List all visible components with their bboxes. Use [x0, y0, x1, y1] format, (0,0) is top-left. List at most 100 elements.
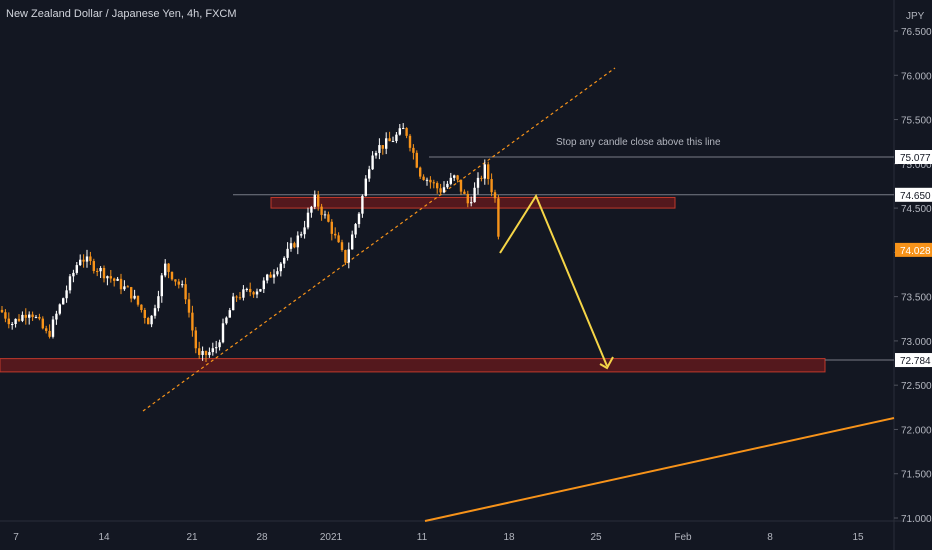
candle: [113, 278, 116, 281]
candle: [388, 138, 391, 142]
candle: [167, 263, 170, 272]
candle: [242, 289, 245, 298]
y-tick-label: 72.500: [901, 381, 932, 392]
candle: [92, 261, 95, 272]
candle: [65, 290, 68, 299]
candle: [116, 278, 119, 281]
candle: [184, 284, 187, 300]
candle: [374, 152, 378, 156]
x-tick-label: 8: [767, 532, 773, 543]
x-tick-label: 14: [98, 532, 110, 543]
x-tick-label: Feb: [674, 532, 692, 543]
candle: [211, 348, 214, 353]
candle: [102, 267, 106, 279]
candle: [334, 233, 337, 236]
candle: [136, 295, 140, 305]
x-tick-label: 2021: [320, 532, 343, 543]
candle: [344, 250, 347, 263]
price-tag-label: 74.028: [900, 246, 931, 257]
candle: [62, 298, 65, 305]
candle: [266, 274, 269, 281]
candle: [160, 275, 163, 297]
candle: [21, 314, 24, 321]
candle: [126, 286, 129, 288]
candle: [385, 138, 388, 149]
projection-arrow[interactable]: [499, 193, 608, 367]
candle: [303, 227, 306, 235]
candle: [218, 342, 221, 348]
candle: [85, 256, 89, 262]
candle: [487, 164, 490, 180]
candle: [456, 175, 459, 180]
candle: [466, 193, 469, 204]
candle: [351, 234, 354, 250]
candle: [106, 276, 109, 279]
candle: [408, 135, 412, 148]
candle: [164, 263, 167, 276]
candle: [300, 234, 303, 236]
x-tick-label: 21: [186, 532, 198, 543]
x-tick-label: 7: [13, 532, 19, 543]
y-tick-label: 72.000: [901, 425, 932, 436]
candle: [476, 177, 480, 188]
candle: [7, 318, 10, 325]
candle: [453, 175, 456, 178]
long-trendline[interactable]: [424, 417, 895, 522]
candle: [405, 128, 408, 136]
candle: [51, 319, 55, 337]
price-tag-label: 75.077: [900, 153, 931, 164]
candle: [11, 323, 14, 325]
candle: [364, 178, 367, 196]
candle: [177, 281, 180, 285]
candle: [272, 274, 276, 278]
candle: [398, 128, 401, 135]
candle: [493, 192, 497, 199]
dashed-trendline[interactable]: [142, 67, 616, 412]
candle: [28, 314, 31, 318]
arrow-head: [599, 356, 614, 370]
candle: [130, 287, 133, 299]
candle: [198, 348, 201, 355]
candle: [279, 263, 282, 272]
x-tick-label: 25: [590, 532, 602, 543]
candle: [286, 248, 289, 258]
candle: [446, 183, 449, 188]
candle: [354, 224, 357, 235]
candle: [463, 191, 466, 194]
candle: [194, 330, 197, 349]
y-tick-label: 75.500: [901, 116, 932, 127]
candle: [232, 296, 235, 311]
stop-annotation: Stop any candle close above this line: [556, 137, 721, 148]
candle: [99, 267, 102, 272]
candle: [317, 194, 320, 207]
candle: [24, 314, 27, 318]
candle: [225, 317, 228, 324]
candle: [75, 265, 78, 273]
support-zone[interactable]: [0, 358, 826, 373]
resistance-zone[interactable]: [270, 196, 676, 209]
candle: [432, 182, 435, 184]
candle: [340, 242, 344, 251]
candle: [357, 213, 361, 225]
y-tick-label: 71.500: [901, 470, 932, 481]
candle: [58, 304, 61, 314]
candle: [259, 289, 262, 292]
candle: [4, 312, 7, 319]
candle: [470, 202, 473, 204]
candle: [68, 276, 72, 291]
candle: [381, 145, 384, 149]
candle: [17, 318, 21, 321]
candle: [187, 299, 191, 313]
candle: [425, 179, 429, 181]
candle: [153, 308, 157, 316]
candle: [483, 164, 486, 179]
candle: [347, 249, 350, 263]
y-tick-label: 73.000: [901, 337, 932, 348]
candle: [395, 134, 398, 142]
y-tick-label: 73.500: [901, 293, 932, 304]
current-price-tag: [895, 242, 932, 257]
candle: [419, 167, 422, 177]
candle: [320, 206, 323, 215]
candle: [191, 312, 194, 331]
